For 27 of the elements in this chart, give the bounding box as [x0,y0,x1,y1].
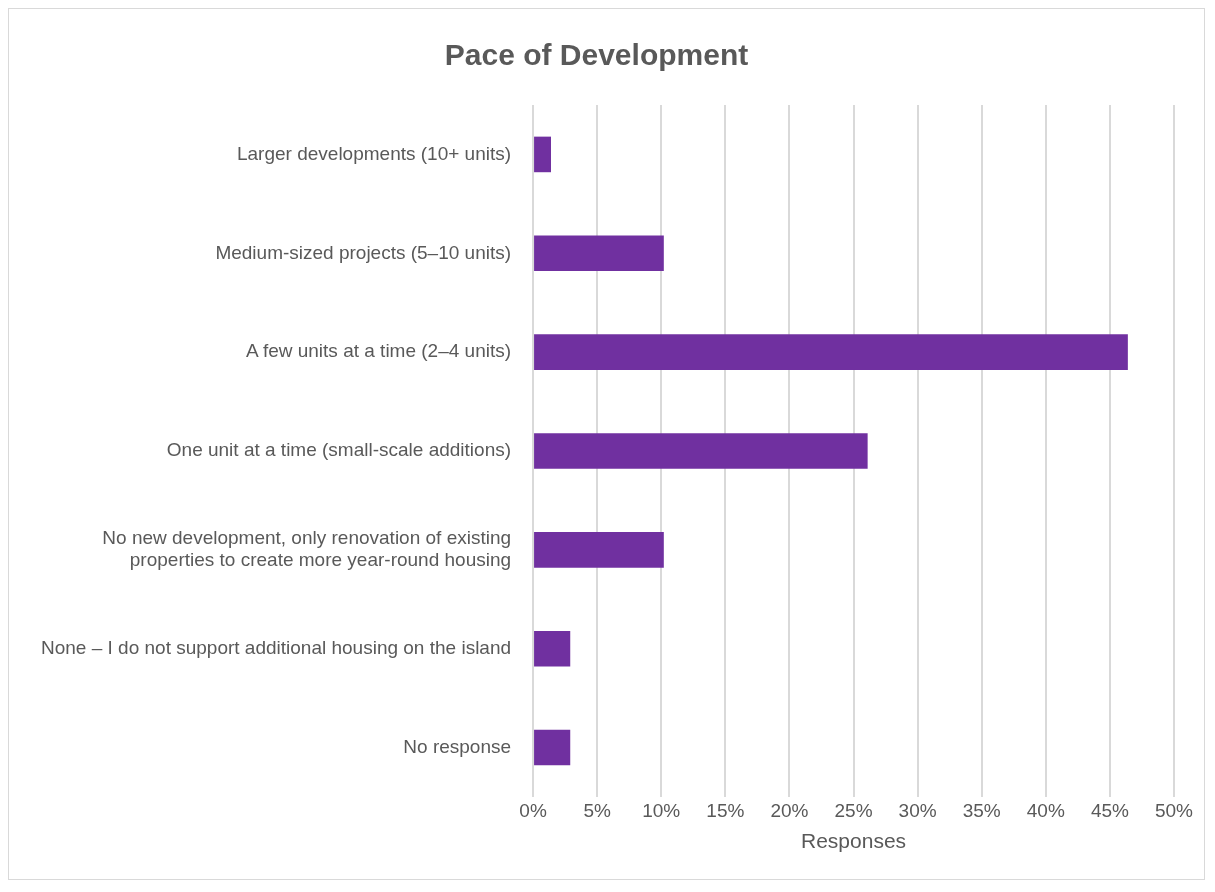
y-tick-label: None – I do not support additional housing on the island [40,636,512,658]
x-tick-label: 30% [898,799,937,821]
x-tick-label: 15% [706,799,745,821]
bar [534,729,571,766]
bar [534,235,664,272]
bar [534,630,571,667]
x-tick-label: 0% [519,799,547,821]
x-axis-title: Responses [801,829,907,853]
bar [534,334,1128,370]
x-tick-label: 10% [642,799,681,821]
x-tick-label: 40% [1026,799,1065,821]
x-tick-label: 50% [1154,799,1194,821]
x-tick-label: 35% [962,799,1001,821]
bar [534,532,664,568]
bar [534,136,552,173]
y-tick-label: A few units at a time (2–4 units) [245,340,512,362]
y-tick-label: Medium-sized projects (5–10 units) [215,241,512,263]
x-tick-label: 20% [770,799,809,821]
y-tick-label: No response [403,735,512,757]
x-tick-label: 25% [834,799,873,821]
bar [534,433,868,469]
y-tick-label: One unit at a time (small-scale additions) [166,439,512,461]
x-tick-label: 5% [583,799,611,821]
y-tick-label: No new development, only renovation of existing properties to create more year-round housing [102,526,512,571]
chart-title: Pace of Development [444,38,749,72]
x-tick-label: 45% [1090,799,1130,821]
y-tick-label: Larger developments (10+ units) [236,142,512,164]
